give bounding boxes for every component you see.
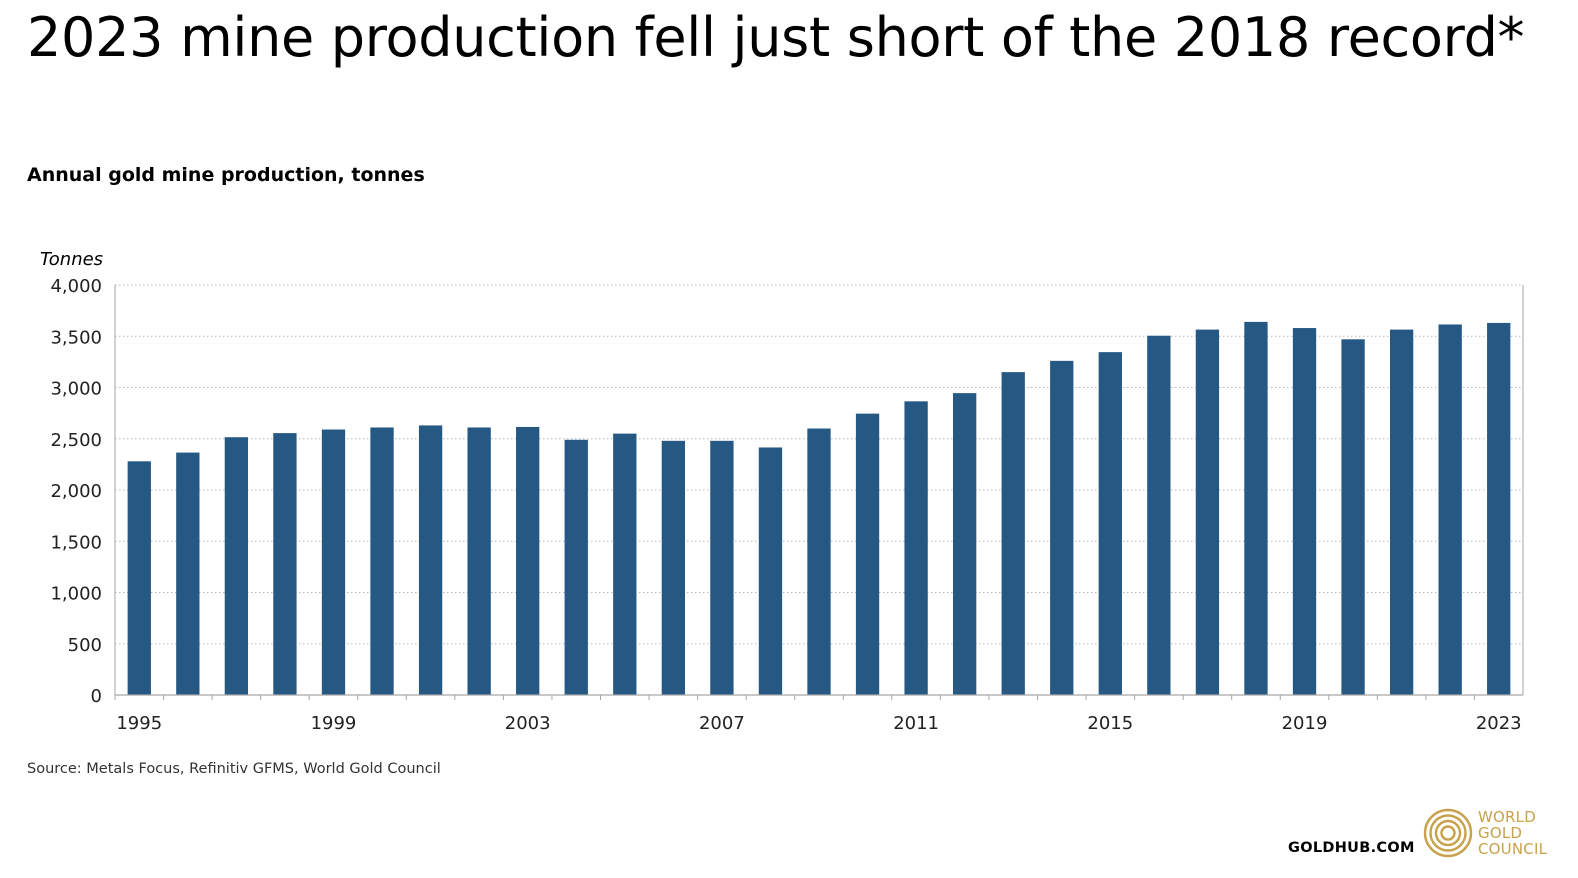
y-tick-label: 2,000 bbox=[50, 481, 102, 502]
chart-subtitle: Annual gold mine production, tonnes bbox=[27, 164, 425, 186]
bar-1999 bbox=[321, 429, 346, 695]
y-tick-label: 2,500 bbox=[50, 430, 102, 451]
x-tick-label: 2007 bbox=[699, 713, 745, 730]
x-tick-label: 2023 bbox=[1476, 713, 1522, 730]
bar-2010 bbox=[855, 413, 880, 695]
axes: 0 500 1,000 1,500 2,000 2,500 3,000 3,500 4,000 1… bbox=[50, 276, 1524, 730]
logo-line-council: COUNCIL bbox=[1478, 840, 1548, 858]
bar-2018 bbox=[1244, 321, 1268, 695]
y-tick-label: 3,500 bbox=[50, 327, 102, 348]
bar-2015 bbox=[1098, 352, 1122, 695]
y-tick-label: 0 bbox=[91, 686, 102, 707]
concentric-rings-icon bbox=[1423, 808, 1473, 858]
x-tick-label: 2019 bbox=[1282, 713, 1328, 730]
bar-2008 bbox=[758, 447, 783, 695]
logo-wordmark: WORLD GOLD COUNCIL bbox=[1478, 809, 1547, 857]
bar-2004 bbox=[564, 439, 588, 695]
world-gold-council-logo: WORLD GOLD COUNCIL bbox=[1422, 806, 1572, 862]
goldhub-link[interactable]: GOLDHUB.COM bbox=[1288, 840, 1415, 856]
bar-2001 bbox=[418, 425, 443, 695]
bar-2009 bbox=[807, 428, 831, 695]
y-tick-label: 1,000 bbox=[50, 584, 102, 605]
bar-2019 bbox=[1292, 328, 1317, 695]
bars bbox=[127, 321, 1511, 695]
bar-1996 bbox=[176, 452, 200, 695]
bar-2013 bbox=[1001, 372, 1025, 695]
x-tick-label: 2011 bbox=[893, 713, 939, 730]
bar-chart: 0 500 1,000 1,500 2,000 2,500 3,000 3,500 4,000 1… bbox=[40, 249, 1524, 730]
bar-2005 bbox=[613, 433, 637, 695]
x-tick-label: 1999 bbox=[311, 713, 357, 730]
y-tick-label: 1,500 bbox=[50, 532, 102, 553]
bar-2012 bbox=[953, 393, 977, 695]
y-axis-label: Tonnes bbox=[40, 249, 103, 270]
bar-2000 bbox=[370, 427, 394, 695]
y-tick-label: 4,000 bbox=[50, 276, 102, 297]
bar-2016 bbox=[1147, 335, 1171, 695]
bar-2014 bbox=[1050, 360, 1074, 695]
y-tick-label: 500 bbox=[68, 635, 102, 656]
bar-2020 bbox=[1341, 339, 1365, 695]
bar-2011 bbox=[904, 401, 928, 695]
bar-2007 bbox=[710, 440, 734, 695]
bar-2003 bbox=[516, 426, 540, 695]
bar-1997 bbox=[224, 437, 249, 695]
bar-2021 bbox=[1389, 329, 1414, 695]
y-tick-label: 3,000 bbox=[50, 379, 102, 400]
bar-1998 bbox=[273, 433, 297, 695]
bar-2022 bbox=[1438, 324, 1462, 695]
source-note: Source: Metals Focus, Refinitiv GFMS, Wo… bbox=[27, 761, 441, 777]
logo-line-world: WORLD bbox=[1478, 808, 1536, 826]
bar-2017 bbox=[1195, 329, 1220, 695]
bar-1995 bbox=[127, 461, 151, 695]
logo-line-gold: GOLD bbox=[1478, 824, 1523, 842]
page-title: 2023 mine production fell just short of … bbox=[27, 6, 1525, 69]
bar-2023 bbox=[1487, 322, 1511, 695]
bar-2006 bbox=[661, 440, 685, 695]
bar-2002 bbox=[467, 427, 491, 695]
x-tick-label: 2015 bbox=[1087, 713, 1133, 730]
x-tick-label: 2003 bbox=[505, 713, 551, 730]
x-tick-label: 1995 bbox=[116, 713, 162, 730]
